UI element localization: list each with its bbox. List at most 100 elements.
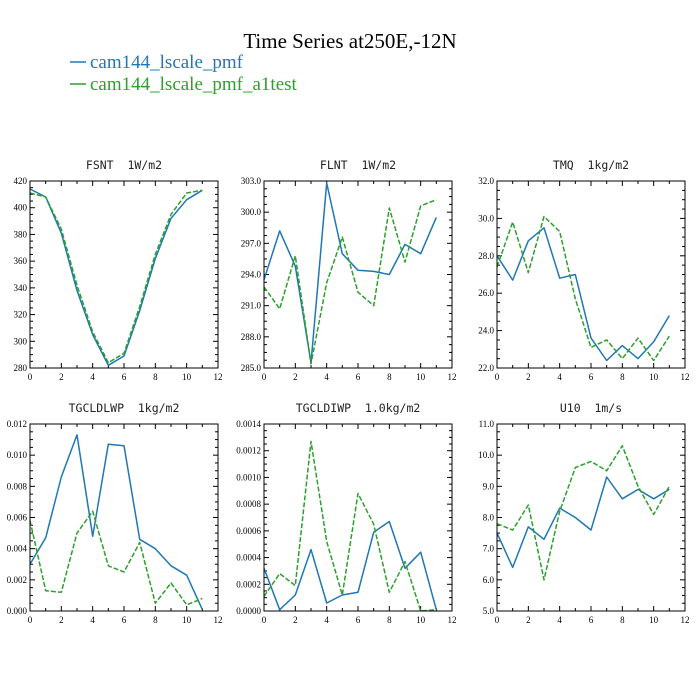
plot-frame [29,423,219,612]
x-tick-label: 2 [59,615,64,625]
x-tick-label: 10 [649,372,659,382]
x-tick-label: 2 [526,372,531,382]
y-tick-label: 5.0 [483,606,495,616]
plot-frame [496,180,686,369]
y-tick-label: 340 [14,283,28,293]
y-tick-label: 0.0012 [236,446,261,456]
x-tick-label: 6 [122,372,127,382]
x-tick-label: 0 [262,615,267,625]
figure-title: Time Series at250E,-12N [243,29,456,53]
series-line-1 [29,434,203,610]
x-tick-label: 8 [153,615,158,625]
panel-title: U10 1m/s [560,401,622,415]
y-tick-label: 9.0 [483,481,495,491]
series-line-1 [263,182,437,364]
x-tick-label: 0 [28,615,33,625]
x-tick-label: 4 [557,372,562,382]
x-tick-label: 12 [681,615,690,625]
y-tick-label: 291.0 [241,301,262,311]
x-tick-label: 12 [681,372,690,382]
y-tick-label: 8.0 [483,513,495,523]
y-tick-label: 22.0 [478,363,494,373]
y-tick-label: 10.0 [478,450,494,460]
series-line-1 [29,188,203,367]
y-tick-label: 0.002 [7,575,27,585]
plot-frame [263,180,453,369]
legend-label-2: cam144_lscale_pmf_a1test [90,74,298,95]
panel-4: TGCLDLWP 1kg/m2 0 2 4 6 8 10 12 0.000 0.002 0.004 0… [7,401,223,625]
x-tick-label: 0 [28,372,33,382]
y-tick-label: 0.012 [7,419,27,429]
series-line-2 [29,510,203,606]
legend-label-1: cam144_lscale_pmf [90,52,244,73]
y-tick-label: 7.0 [483,544,495,554]
y-tick-label: 280 [14,363,28,373]
y-tick-label: 6.0 [483,575,495,585]
x-tick-label: 4 [557,615,562,625]
y-tick-label: 0.004 [7,544,28,554]
x-tick-label: 12 [214,615,223,625]
x-tick-label: 12 [214,372,223,382]
panel-1: FSNT 1W/m2 0 2 4 6 8 10 12 280 300 320 340 360 380 400… [14,158,223,382]
panel-5: TGCLDIWP 1.0kg/m2 0 2 4 6 8 10 12 0.0000 0.0002 0.… [236,401,456,625]
y-tick-label: 0.006 [7,513,28,523]
y-tick-label: 320 [14,310,28,320]
y-tick-label: 288.0 [241,332,262,342]
panel-3: TMQ 1kg/m2 0 2 4 6 8 10 12 22.0 24.0 26.0 28.0 30.0 3… [478,158,689,382]
y-tick-label: 0.0014 [236,419,261,429]
y-tick-label: 300 [14,336,28,346]
plot-frame [263,423,453,612]
y-tick-label: 0.008 [7,481,28,491]
x-tick-label: 2 [293,372,298,382]
y-tick-label: 0.0008 [236,499,261,509]
panel-6: U10 1m/s 0 2 4 6 8 10 12 5.0 6.0 7.0 8.0 9.0 10.0 11.0 [478,401,689,625]
x-tick-label: 4 [324,615,329,625]
series-line-2 [263,199,437,365]
y-tick-label: 360 [14,256,28,266]
x-tick-label: 4 [90,372,95,382]
y-tick-label: 0.0010 [236,472,261,482]
x-tick-label: 12 [448,615,457,625]
y-tick-label: 0.010 [7,450,28,460]
x-tick-label: 4 [324,372,329,382]
x-tick-label: 8 [387,615,392,625]
x-tick-label: 2 [59,372,64,382]
y-tick-label: 400 [14,203,28,213]
x-tick-label: 8 [153,372,158,382]
y-tick-label: 30.0 [478,213,494,223]
x-tick-label: 12 [448,372,457,382]
y-tick-label: 0.0006 [236,526,261,536]
y-tick-label: 28.0 [478,251,494,261]
x-tick-label: 8 [387,372,392,382]
y-tick-label: 0.0000 [236,606,261,616]
y-tick-label: 0.000 [7,606,28,616]
y-tick-label: 0.0002 [236,579,261,589]
x-tick-label: 10 [182,372,192,382]
series-line-1 [496,476,670,569]
x-tick-label: 8 [620,615,625,625]
x-tick-label: 6 [589,615,594,625]
series-line-2 [496,215,670,362]
series-line-2 [29,189,203,364]
x-tick-label: 2 [293,615,298,625]
x-tick-label: 10 [416,615,426,625]
y-tick-label: 24.0 [478,326,494,336]
y-tick-label: 26.0 [478,288,494,298]
y-tick-label: 285.0 [241,363,262,373]
y-tick-label: 297.0 [241,238,262,248]
y-tick-label: 300.0 [241,207,262,217]
x-tick-label: 10 [649,615,659,625]
x-tick-label: 4 [90,615,95,625]
y-tick-label: 0.0004 [236,553,261,563]
legend: cam144_lscale_pmf cam144_lscale_pmf_a1te… [70,52,298,95]
x-tick-label: 0 [495,372,500,382]
panels: FSNT 1W/m20 2 4 6 8 10 12280300320340360380400… [7,158,690,625]
panel-title: TMQ 1kg/m2 [553,158,629,172]
series-line-1 [263,520,438,611]
panel-2: FLNT 1W/m2 0 2 4 6 8 10 12 285.0 288.0 291.0 294.0 2… [241,158,457,382]
series-line-1 [496,227,670,362]
panel-title: TGCLDIWP 1.0kg/m2 [296,401,421,415]
x-tick-label: 8 [620,372,625,382]
series-line-2 [263,440,437,612]
